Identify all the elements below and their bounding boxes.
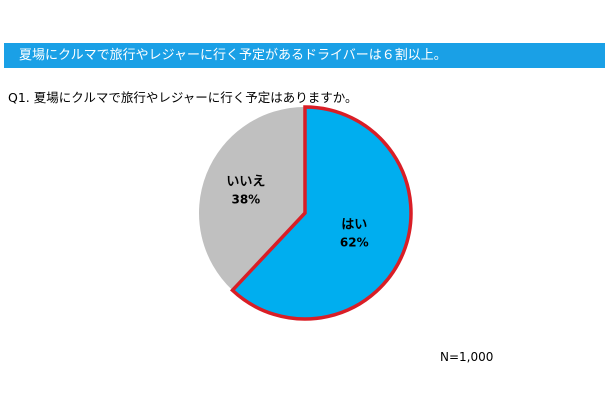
pie-label-category: いいえ xyxy=(226,175,265,190)
pie-label-percent: 38% xyxy=(231,193,260,207)
sample-size-note: N=1,000 xyxy=(440,350,494,364)
pie-label-percent: 62% xyxy=(340,236,369,250)
pie-slice-38pct xyxy=(199,107,305,291)
pie-slices xyxy=(199,105,413,321)
question-text: Q1. 夏場にクルマで旅行やレジャーに行く予定はありますか。 xyxy=(8,90,358,105)
pie-label-category: はい xyxy=(341,218,367,233)
pie-slice-62pct xyxy=(229,105,413,321)
pie-labels: はい 62% いいえ 38% xyxy=(226,175,368,250)
headline-banner: 夏場にクルマで旅行やレジャーに行く予定があるドライバーは６割以上。 xyxy=(4,43,605,68)
